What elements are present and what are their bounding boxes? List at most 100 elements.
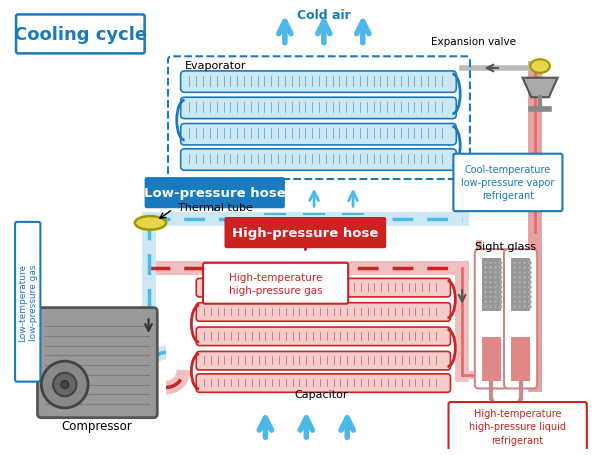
Circle shape (498, 286, 502, 289)
Circle shape (483, 266, 488, 270)
Ellipse shape (530, 60, 550, 74)
Text: High-temperature
high-pressure liquid
refrigerant: High-temperature high-pressure liquid re… (469, 408, 566, 445)
Circle shape (518, 286, 522, 289)
Bar (511, 258, 530, 312)
Circle shape (513, 266, 517, 270)
Circle shape (527, 305, 531, 309)
Circle shape (493, 295, 497, 299)
Circle shape (513, 290, 517, 294)
FancyBboxPatch shape (145, 178, 285, 209)
Circle shape (518, 300, 522, 304)
Circle shape (523, 261, 526, 265)
Circle shape (489, 271, 492, 275)
Circle shape (498, 295, 502, 299)
Circle shape (523, 300, 526, 304)
FancyBboxPatch shape (225, 217, 386, 248)
Circle shape (523, 271, 526, 275)
Circle shape (493, 276, 497, 280)
Circle shape (498, 290, 502, 294)
Circle shape (527, 261, 531, 265)
Text: Cold air: Cold air (297, 9, 350, 21)
FancyBboxPatch shape (504, 250, 537, 389)
Circle shape (489, 290, 492, 294)
Circle shape (523, 290, 526, 294)
Circle shape (518, 276, 522, 280)
FancyBboxPatch shape (15, 222, 41, 382)
FancyBboxPatch shape (181, 124, 457, 146)
FancyBboxPatch shape (181, 150, 457, 171)
FancyBboxPatch shape (196, 327, 451, 346)
Bar (482, 337, 501, 381)
Circle shape (513, 305, 517, 309)
Circle shape (527, 290, 531, 294)
FancyBboxPatch shape (449, 402, 587, 451)
Circle shape (489, 300, 492, 304)
Circle shape (498, 266, 502, 270)
FancyBboxPatch shape (16, 15, 145, 54)
Circle shape (527, 271, 531, 275)
Circle shape (483, 286, 488, 289)
FancyBboxPatch shape (196, 279, 451, 297)
Circle shape (483, 281, 488, 284)
FancyBboxPatch shape (196, 374, 451, 393)
Circle shape (498, 271, 502, 275)
Circle shape (483, 271, 488, 275)
Text: Expansion valve: Expansion valve (431, 37, 516, 46)
Circle shape (489, 305, 492, 309)
Circle shape (513, 300, 517, 304)
Ellipse shape (135, 217, 166, 230)
Circle shape (483, 295, 488, 299)
Circle shape (513, 261, 517, 265)
Circle shape (493, 281, 497, 284)
Circle shape (41, 361, 88, 408)
Text: High-pressure hose: High-pressure hose (232, 227, 378, 240)
Circle shape (513, 295, 517, 299)
Circle shape (523, 286, 526, 289)
Polygon shape (523, 79, 558, 98)
Circle shape (483, 290, 488, 294)
Circle shape (523, 276, 526, 280)
FancyBboxPatch shape (454, 154, 563, 212)
Text: Sight glass: Sight glass (476, 242, 536, 252)
Text: Compressor: Compressor (61, 419, 132, 432)
Circle shape (518, 295, 522, 299)
Circle shape (498, 300, 502, 304)
Circle shape (483, 261, 488, 265)
Circle shape (489, 281, 492, 284)
Circle shape (493, 261, 497, 265)
Circle shape (513, 281, 517, 284)
Text: Cooling cycle: Cooling cycle (14, 26, 147, 44)
Text: Capacitor: Capacitor (294, 389, 347, 399)
Text: Thermal tube: Thermal tube (178, 203, 253, 213)
Circle shape (518, 266, 522, 270)
Circle shape (513, 286, 517, 289)
FancyBboxPatch shape (196, 303, 451, 322)
Circle shape (513, 271, 517, 275)
Circle shape (489, 286, 492, 289)
Circle shape (523, 295, 526, 299)
FancyBboxPatch shape (196, 352, 451, 370)
Circle shape (61, 381, 69, 389)
Circle shape (493, 300, 497, 304)
Circle shape (518, 290, 522, 294)
Text: Low-pressure hose: Low-pressure hose (144, 187, 285, 200)
FancyBboxPatch shape (181, 98, 457, 119)
Circle shape (489, 261, 492, 265)
Circle shape (523, 281, 526, 284)
Circle shape (493, 271, 497, 275)
Circle shape (527, 300, 531, 304)
Circle shape (518, 305, 522, 309)
Circle shape (518, 261, 522, 265)
FancyBboxPatch shape (203, 263, 348, 304)
Circle shape (518, 281, 522, 284)
FancyBboxPatch shape (38, 308, 157, 418)
Text: Cool-temperature
low-pressure vapor
refrigerant: Cool-temperature low-pressure vapor refr… (461, 164, 555, 201)
Bar (482, 258, 501, 312)
Circle shape (518, 271, 522, 275)
Circle shape (498, 281, 502, 284)
Text: High-temperature
high-pressure gas: High-temperature high-pressure gas (229, 272, 323, 295)
Circle shape (483, 300, 488, 304)
Circle shape (527, 276, 531, 280)
Circle shape (483, 305, 488, 309)
Circle shape (493, 286, 497, 289)
